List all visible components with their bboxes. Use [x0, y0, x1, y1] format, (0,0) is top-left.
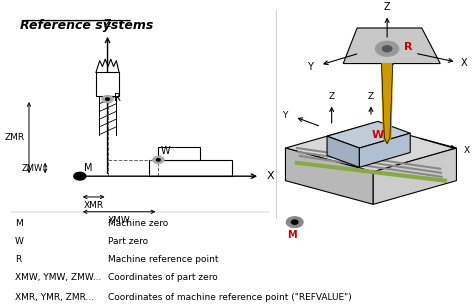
Text: R: R [15, 255, 21, 264]
Circle shape [375, 41, 399, 56]
Text: Machine zero: Machine zero [108, 219, 168, 228]
Text: XMR: XMR [83, 201, 104, 210]
Text: ZMW: ZMW [22, 164, 43, 172]
Text: Y: Y [283, 111, 288, 120]
Text: M: M [15, 219, 23, 228]
Text: XMW: XMW [108, 216, 130, 225]
Circle shape [102, 95, 113, 103]
Text: Coordinates of machine reference point ("REFVALUE"): Coordinates of machine reference point (… [108, 293, 351, 302]
FancyBboxPatch shape [149, 160, 232, 176]
Polygon shape [327, 121, 410, 148]
Polygon shape [285, 124, 456, 172]
Circle shape [383, 46, 392, 52]
Text: R: R [114, 93, 121, 103]
Text: Z: Z [384, 2, 391, 12]
Polygon shape [343, 28, 440, 63]
Text: XMR, YMR, ZMR...: XMR, YMR, ZMR... [15, 293, 94, 302]
Text: Machine reference point: Machine reference point [108, 255, 218, 264]
Circle shape [153, 156, 164, 164]
Text: W: W [161, 146, 170, 156]
Polygon shape [285, 148, 373, 204]
Text: XMW, YMW, ZMW...: XMW, YMW, ZMW... [15, 273, 101, 282]
Text: R: R [404, 42, 412, 52]
Text: Z: Z [104, 19, 111, 30]
Text: Reference systems: Reference systems [20, 19, 153, 32]
Polygon shape [327, 136, 359, 167]
Text: Y: Y [307, 62, 313, 72]
Text: M: M [288, 229, 297, 240]
Text: X: X [461, 58, 468, 68]
Circle shape [106, 98, 109, 100]
Circle shape [74, 172, 86, 180]
Polygon shape [373, 148, 456, 204]
FancyBboxPatch shape [96, 72, 119, 96]
Polygon shape [359, 133, 410, 167]
Circle shape [156, 159, 160, 161]
Text: Coordinates of part zero: Coordinates of part zero [108, 273, 217, 282]
Text: Z: Z [368, 91, 374, 101]
Polygon shape [382, 63, 392, 144]
Circle shape [292, 220, 298, 224]
Circle shape [286, 217, 303, 228]
Text: W: W [372, 130, 384, 140]
Text: W: W [15, 237, 24, 246]
FancyBboxPatch shape [158, 147, 200, 160]
Text: X: X [267, 171, 274, 181]
Text: ZMR: ZMR [4, 133, 24, 142]
Text: M: M [83, 163, 92, 173]
Text: Part zero: Part zero [108, 237, 148, 246]
Text: Z: Z [328, 91, 335, 101]
Text: X: X [464, 147, 469, 156]
